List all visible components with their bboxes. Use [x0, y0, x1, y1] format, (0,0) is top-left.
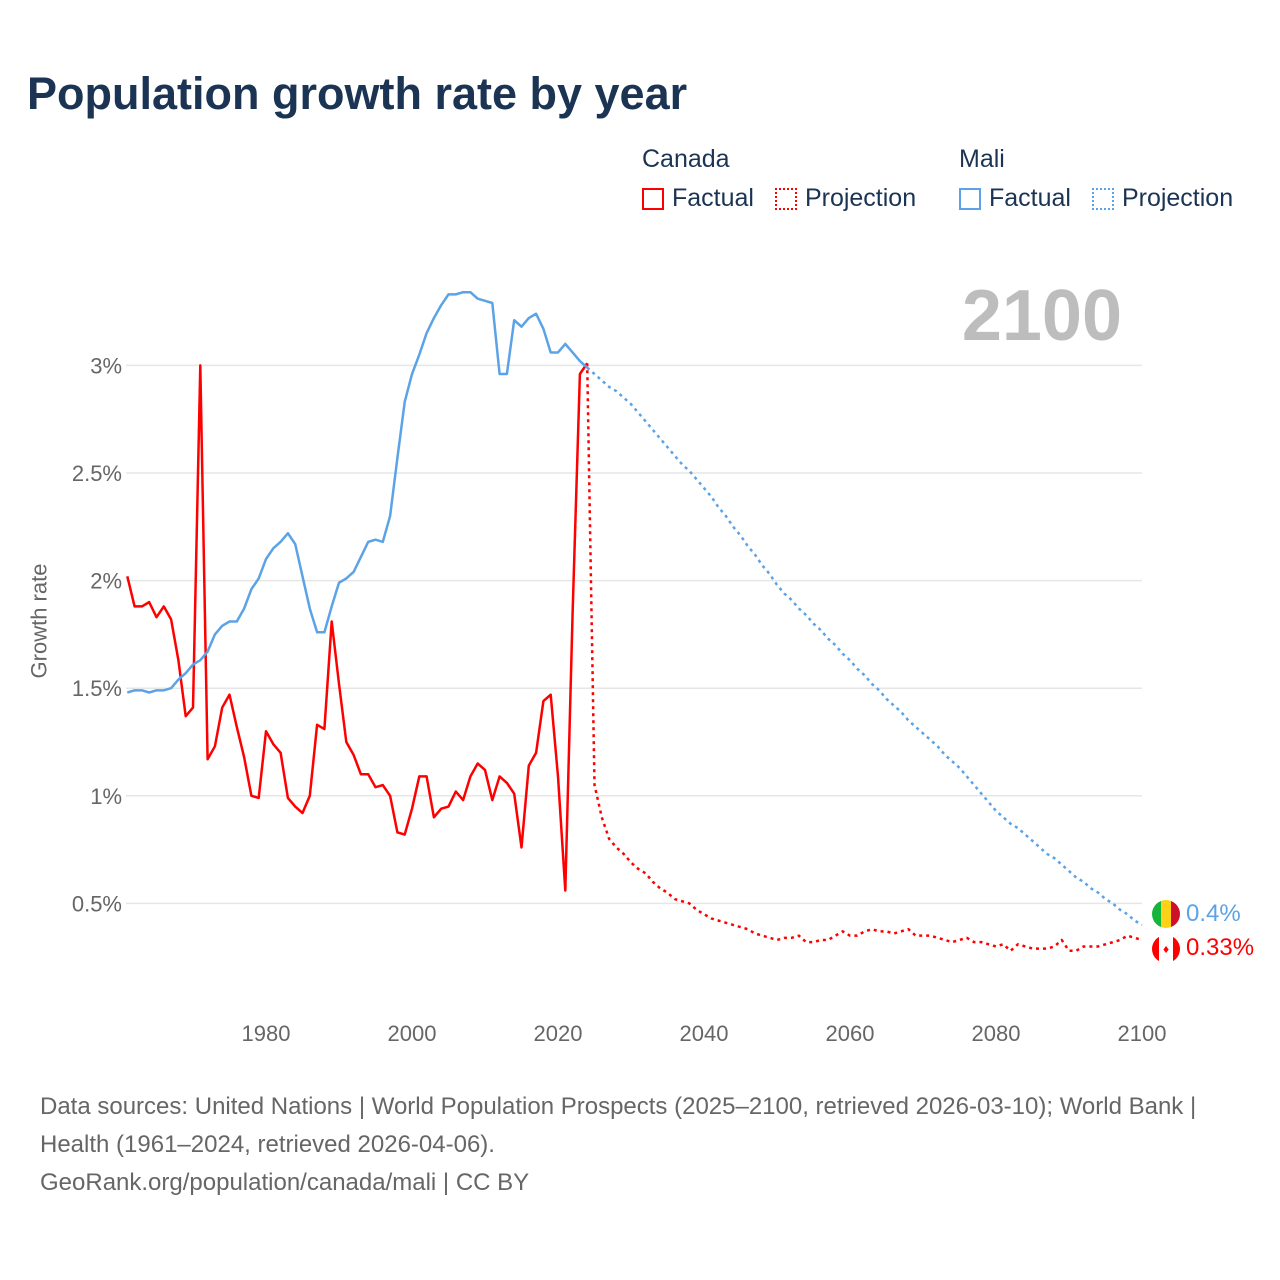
y-tick-label: 1.5%: [72, 676, 122, 701]
mali-flag-icon: [1152, 900, 1180, 928]
dotted-swatch-icon: [774, 187, 797, 210]
x-tick-label: 2060: [826, 1021, 875, 1046]
series-mali-projection: [586, 366, 1143, 926]
y-axis-label: Growth rate: [26, 563, 52, 679]
x-tick-label: 2000: [388, 1021, 437, 1046]
x-tick-label: 2100: [1118, 1021, 1167, 1046]
canada-end-label: 0.33%: [1186, 934, 1255, 961]
y-tick-label: 0.5%: [72, 891, 122, 916]
legend-group-label: Canada: [642, 145, 730, 173]
x-tick-label: 1980: [242, 1021, 291, 1046]
solid-swatch-icon: [642, 187, 664, 210]
canada-flag-icon: ♦: [1152, 935, 1180, 963]
x-tick-label: 2020: [534, 1021, 583, 1046]
legend-mali-projection[interactable]: Projection: [1091, 184, 1234, 213]
solid-swatch-icon: [959, 187, 981, 210]
chart-title: Population growth rate by year: [27, 68, 688, 119]
y-tick-label: 3%: [90, 353, 122, 378]
footer: Data sources: United Nations | World Pop…: [40, 1088, 1240, 1202]
y-tick-label: 1%: [90, 784, 122, 809]
legend-label: Projection: [1121, 184, 1234, 212]
x-tick-label: 2080: [972, 1021, 1021, 1046]
legend-mali: Mali Factual Projection: [959, 145, 1247, 217]
legend-label: Factual: [989, 184, 1071, 212]
source-link[interactable]: GeoRank.org/population/canada/mali | CC …: [40, 1169, 530, 1196]
current-year-label: 2100: [961, 276, 1122, 356]
legend-canada-projection[interactable]: Projection: [774, 184, 917, 213]
x-tick-label: 2040: [680, 1021, 729, 1046]
legend-label: Projection: [804, 184, 917, 212]
legend-group-label: Mali: [959, 145, 1005, 173]
data-sources: Data sources: United Nations | World Pop…: [40, 1093, 1197, 1158]
series-mali-factual: [126, 290, 589, 694]
legend-canada-factual[interactable]: Factual: [642, 184, 754, 213]
y-tick-label: 2%: [90, 569, 122, 594]
dotted-swatch-icon: [1091, 187, 1114, 210]
legend-label: Factual: [672, 184, 754, 212]
legend-canada: Canada Factual Projection: [642, 145, 930, 217]
legend-mali-factual[interactable]: Factual: [959, 184, 1071, 213]
mali-end-label: 0.4%: [1186, 900, 1241, 927]
series-canada-factual: [126, 362, 589, 892]
y-tick-label: 2.5%: [72, 461, 122, 486]
